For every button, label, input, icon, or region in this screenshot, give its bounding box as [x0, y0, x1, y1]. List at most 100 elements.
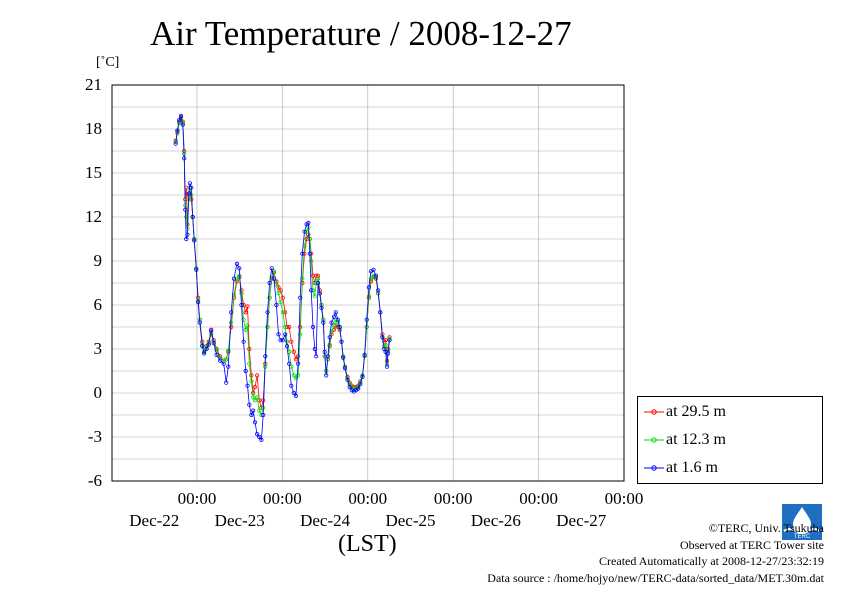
- data-point: [249, 412, 254, 418]
- data-point: [255, 431, 260, 437]
- source-text: Data source : /home/hojyo/new/TERC-data/…: [487, 570, 824, 585]
- data-point: [173, 140, 178, 145]
- data-point: [315, 276, 321, 281]
- data-point: [378, 310, 383, 315]
- data-point: [309, 258, 314, 264]
- data-point: [209, 327, 214, 332]
- observed-text: Observed at TERC Tower site: [679, 537, 824, 552]
- data-point: [259, 437, 264, 442]
- data-point: [267, 280, 272, 286]
- data-point: [189, 185, 194, 190]
- copyright-text: ©TERC, Univ. Tsukuba: [708, 521, 824, 535]
- data-point: [315, 280, 321, 286]
- data-point: [218, 358, 223, 363]
- data-point: [306, 220, 311, 225]
- x-tick-date: Dec-26: [470, 511, 521, 530]
- data-point: [315, 273, 321, 278]
- y-tick-label: 3: [93, 339, 103, 358]
- data-point: [211, 340, 216, 346]
- data-point: [229, 310, 234, 315]
- data-point: [241, 339, 246, 344]
- data-point: [187, 181, 192, 186]
- data-point: [276, 291, 281, 296]
- data-point: [364, 317, 369, 322]
- legend-marker-green: [644, 437, 664, 443]
- data-point: [356, 386, 361, 391]
- data-point: [221, 361, 226, 366]
- data-point: [255, 373, 260, 378]
- data-point: [257, 408, 262, 413]
- data-point: [243, 310, 248, 315]
- x-tick-time: 00:00: [433, 489, 473, 508]
- terc-logo: TERC: [782, 504, 822, 540]
- data-point: [342, 365, 348, 371]
- plot-frame: [111, 84, 625, 482]
- data-point: [291, 349, 296, 354]
- data-point: [324, 373, 329, 378]
- data-point: [289, 383, 294, 388]
- data-point: [278, 338, 283, 343]
- y-tick-label: 18: [85, 119, 102, 138]
- data-point: [331, 323, 337, 328]
- data-point: [287, 361, 292, 366]
- y-tick-label: 21: [85, 75, 102, 94]
- data-point: [267, 295, 272, 300]
- x-tick-time: 00:00: [519, 489, 558, 508]
- data-point: [237, 266, 242, 271]
- data-point: [291, 390, 296, 396]
- data-point: [251, 395, 256, 400]
- data-point: [276, 332, 281, 337]
- data-point: [345, 377, 350, 382]
- data-point: [375, 288, 381, 293]
- x-tick-time: 00:00: [348, 489, 388, 508]
- data-point: [206, 342, 211, 347]
- data-point: [325, 354, 330, 359]
- data-point: [185, 232, 190, 237]
- data-point: [243, 327, 248, 332]
- data-point: [271, 276, 276, 281]
- data-point: [293, 376, 298, 381]
- data-point: [329, 320, 334, 325]
- x-tick-date: Dec-27: [556, 511, 607, 530]
- data-point: [384, 364, 390, 369]
- data-point: [366, 285, 371, 290]
- data-point: [226, 348, 231, 353]
- data-point: [373, 273, 379, 278]
- data-point: [180, 122, 185, 127]
- data-point: [274, 302, 279, 308]
- data-point: [306, 232, 311, 237]
- legend-marker-red: [644, 409, 664, 415]
- data-point: [247, 361, 252, 366]
- data-point: [280, 295, 285, 300]
- chart-title: Air Temperature / 2008-12-27: [150, 14, 572, 53]
- created-text: Created Automatically at 2008-12-27/23:3…: [599, 554, 824, 568]
- data-point: [224, 380, 229, 385]
- data-point: [298, 332, 303, 337]
- data-point: [283, 324, 288, 330]
- x-tick-time: 00:00: [177, 489, 217, 508]
- data-point: [368, 276, 374, 281]
- data-point: [339, 339, 344, 344]
- data-point: [347, 384, 352, 390]
- data-point: [295, 361, 301, 366]
- data-point: [383, 338, 388, 343]
- legend: at 29.5 m at 12.3 m at 1.6 m: [637, 396, 823, 484]
- data-point: [314, 273, 319, 278]
- data-point: [312, 346, 317, 352]
- data-point: [331, 314, 337, 319]
- data-point: [245, 323, 250, 328]
- series-layer: [173, 113, 392, 442]
- data-point: [224, 357, 229, 362]
- data-point: [226, 364, 231, 369]
- data-point: [278, 299, 283, 305]
- series-2: [173, 113, 392, 442]
- data-point: [178, 113, 184, 118]
- data-point: [333, 310, 338, 315]
- y-tick-label: 0: [93, 383, 103, 402]
- data-point: [243, 368, 248, 374]
- data-point: [190, 214, 195, 220]
- data-point: [183, 207, 188, 212]
- data-point: [173, 141, 178, 146]
- data-point: [261, 412, 266, 418]
